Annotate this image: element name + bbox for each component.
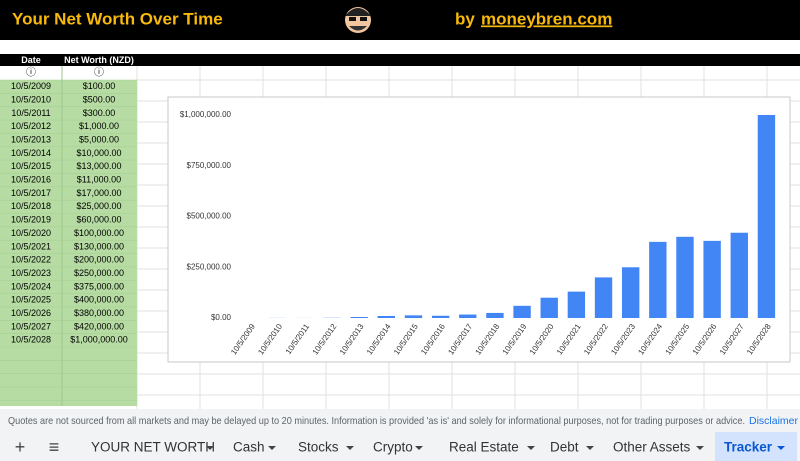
add-sheet[interactable]: +	[15, 437, 26, 457]
net-worth-cell: $25,000.00	[76, 201, 121, 211]
info-icon[interactable]: ⓘ	[26, 67, 36, 79]
site-link[interactable]: moneybren.com	[481, 9, 612, 28]
bar	[513, 305, 531, 318]
disclaimer-link[interactable]: Disclaimer	[749, 415, 799, 427]
date-cell: 10/5/2022	[11, 255, 51, 265]
bar	[540, 297, 558, 318]
column-header: Net Worth (NZD)	[64, 55, 134, 65]
date-cell: 10/5/2019	[11, 215, 51, 225]
bar	[459, 314, 477, 318]
net-worth-cell: $13,000.00	[76, 161, 121, 171]
date-cell: 10/5/2016	[11, 175, 51, 185]
tab-arrow[interactable]	[268, 446, 276, 450]
column-header-bar-rest	[137, 54, 800, 66]
y-tick-label: $1,000,000.00	[180, 110, 232, 119]
tab-arrow[interactable]	[777, 446, 785, 450]
bar	[676, 236, 694, 318]
info-icon[interactable]: ⓘ	[94, 67, 104, 79]
sheet-tab[interactable]: Debt	[550, 440, 579, 455]
net-worth-cell: $250,000.00	[74, 268, 124, 278]
tab-arrow[interactable]	[586, 446, 594, 450]
net-worth-cell: $300.00	[83, 108, 116, 118]
sheet-tab[interactable]: Tracker	[724, 440, 773, 455]
avatar	[345, 7, 371, 33]
bar	[594, 277, 613, 318]
page-title: Your Net Worth Over Time	[12, 9, 223, 28]
net-worth-cell: $380,000.00	[74, 308, 124, 318]
tab-arrow[interactable]	[415, 446, 423, 450]
date-cell: 10/5/2015	[11, 161, 51, 171]
bar	[567, 291, 586, 318]
date-cell: 10/5/2021	[11, 241, 51, 251]
date-cell: 10/5/2018	[11, 201, 51, 211]
date-cell: 10/5/2009	[11, 81, 51, 91]
bar	[703, 240, 721, 318]
date-cell: 10/5/2020	[11, 228, 51, 238]
date-cell: 10/5/2010	[11, 94, 51, 104]
y-tick-label: $250,000.00	[187, 262, 232, 271]
notice-bar	[0, 409, 800, 432]
tab-arrow[interactable]	[696, 446, 704, 450]
net-worth-cell: $11,000.00	[77, 175, 121, 185]
table: Date Net Worth (NZD) ⓘ ⓘ 10/5/2009 $100.00 10/…	[0, 55, 137, 406]
data-column	[0, 80, 137, 406]
bar	[377, 315, 396, 318]
y-tick-label: $750,000.00	[187, 161, 232, 170]
net-worth-cell: $1,000.00	[79, 121, 119, 131]
y-tick-label: $500,000.00	[187, 212, 232, 221]
date-cell: 10/5/2011	[11, 108, 50, 118]
column-header-bar	[0, 54, 137, 66]
y-tick-label: $0.00	[211, 313, 232, 322]
tab-arrow[interactable]	[346, 446, 354, 450]
date-cell: 10/5/2017	[11, 188, 51, 198]
notice: Quotes are not sourced from all markets …	[8, 415, 745, 427]
sheet-tab[interactable]: Real Estate	[449, 440, 519, 455]
column-header: Date	[21, 55, 41, 65]
date-cell: 10/5/2012	[11, 121, 51, 131]
chart-box	[167, 96, 791, 363]
byline: by	[455, 9, 475, 28]
net-worth-cell: $420,000.00	[74, 321, 124, 331]
header-bar	[0, 0, 800, 40]
bar	[431, 315, 450, 318]
tab-arrow[interactable]	[527, 446, 535, 450]
sheet-tab[interactable]: YOUR NET WORTH	[91, 440, 215, 455]
bar	[730, 232, 748, 318]
tab-arrow[interactable]	[206, 446, 214, 450]
net-worth-cell: $60,000.00	[76, 215, 121, 225]
net-worth-cell: $100,000.00	[74, 228, 124, 238]
date-cell: 10/5/2014	[11, 148, 51, 158]
net-worth-cell: $100.00	[83, 81, 116, 91]
net-worth-cell: $400,000.00	[74, 295, 124, 305]
net-worth-cell: $17,000.00	[76, 188, 121, 198]
net-worth-cell: $5,000.00	[79, 134, 119, 144]
bar	[757, 115, 776, 318]
date-cell: 10/5/2023	[11, 268, 51, 278]
date-cell: 10/5/2027	[11, 321, 51, 331]
net-worth-cell: $10,000.00	[76, 148, 121, 158]
sheet-menu[interactable]: ≡	[49, 437, 60, 457]
bar	[649, 241, 667, 318]
tabs: + ≡ YOUR NET WORTH Cash Stocks Crypto Real Est…	[15, 432, 797, 461]
net-worth-cell: $130,000.00	[74, 241, 124, 251]
net-worth-cell: $500.00	[83, 94, 116, 104]
sheet-tab[interactable]: Crypto	[373, 440, 413, 455]
date-cell: 10/5/2025	[11, 295, 51, 305]
sheet-tab[interactable]: Stocks	[298, 440, 339, 455]
date-cell: 10/5/2026	[11, 308, 51, 318]
net-worth-cell: $1,000,000.00	[70, 335, 128, 345]
net-worth-cell: $200,000.00	[74, 255, 124, 265]
sheet-tab[interactable]: Cash	[233, 440, 265, 455]
bar	[404, 315, 423, 318]
date-cell: 10/5/2013	[11, 134, 51, 144]
date-cell: 10/5/2028	[11, 335, 51, 345]
date-cell: 10/5/2024	[11, 281, 51, 291]
sheet-tab[interactable]: Other Assets	[613, 440, 691, 455]
net-worth-cell: $375,000.00	[74, 281, 124, 291]
bar	[350, 316, 368, 318]
tab-bar	[0, 432, 800, 461]
bar	[486, 312, 504, 318]
bar	[621, 267, 640, 318]
